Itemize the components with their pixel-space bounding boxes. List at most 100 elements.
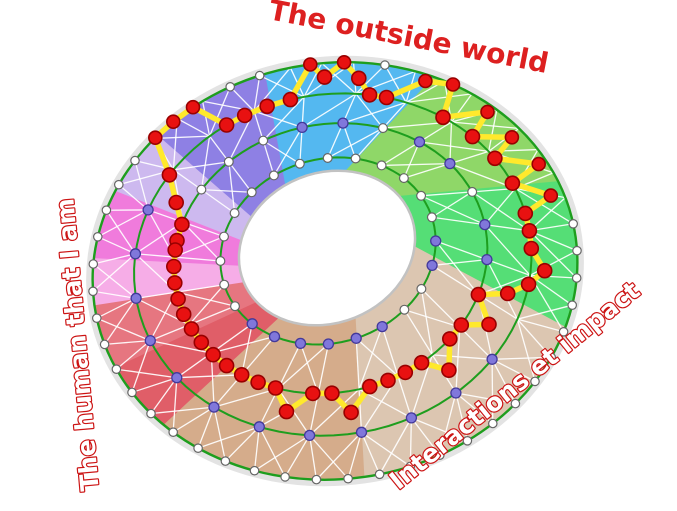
node-empty xyxy=(378,123,389,134)
node-score-red xyxy=(441,362,457,379)
node-score-red xyxy=(531,156,547,172)
node-score-red xyxy=(361,378,378,395)
node-outer xyxy=(254,70,265,81)
node-outer xyxy=(93,232,103,242)
node-score-red xyxy=(453,317,470,333)
node-outer xyxy=(193,443,203,453)
node-empty xyxy=(219,279,230,290)
node-outer xyxy=(220,456,231,466)
node-outer xyxy=(462,435,473,446)
triangulation-lines xyxy=(92,61,578,481)
node-empty xyxy=(230,301,241,312)
node-milestone xyxy=(303,429,316,442)
node-score-red xyxy=(504,130,520,145)
node-score-red xyxy=(218,357,235,374)
node-empty xyxy=(294,158,305,169)
node-outer xyxy=(343,473,353,484)
node-empty xyxy=(229,208,240,219)
donut-hole xyxy=(237,169,417,327)
node-score-red xyxy=(233,366,250,383)
node-outer xyxy=(405,461,416,472)
node-score-red xyxy=(378,89,395,106)
node-score-red xyxy=(167,242,183,258)
node-score-red xyxy=(302,57,318,72)
node-empty xyxy=(467,186,478,197)
node-milestone xyxy=(129,248,142,260)
node-score-red xyxy=(470,286,487,303)
node-milestone xyxy=(142,204,154,216)
node-score-red xyxy=(464,128,481,145)
node-score-red xyxy=(236,107,253,124)
node-score-red xyxy=(487,150,503,167)
node-score-red xyxy=(499,285,516,302)
node-empty xyxy=(219,231,230,242)
node-milestone xyxy=(208,401,220,413)
node-score-red xyxy=(380,372,396,389)
node-outer xyxy=(530,376,540,387)
node-empty xyxy=(376,160,387,171)
node-empty xyxy=(399,304,410,315)
node-milestone xyxy=(405,412,418,424)
node-score-red xyxy=(435,109,451,126)
node-score-red xyxy=(536,262,553,279)
node-score-red xyxy=(304,385,321,402)
node-empty xyxy=(322,153,333,164)
node-score-red xyxy=(278,403,295,420)
node-empty xyxy=(215,256,226,267)
node-empty xyxy=(196,184,207,195)
node-score-red xyxy=(324,385,340,402)
node-empty xyxy=(416,190,427,201)
node-outer xyxy=(101,205,112,215)
node-score-red xyxy=(205,346,221,363)
node-outer xyxy=(571,273,582,283)
node-milestone xyxy=(413,136,426,148)
node-milestone xyxy=(246,318,258,330)
node-outer xyxy=(558,326,569,337)
node-score-red xyxy=(170,291,186,307)
node-score-red xyxy=(397,364,414,381)
node-score-red xyxy=(350,70,367,87)
node-milestone xyxy=(430,235,442,247)
node-score-red xyxy=(523,240,540,257)
node-score-red xyxy=(343,404,359,421)
node-milestone xyxy=(337,117,349,129)
donut-hole-layer xyxy=(237,169,417,327)
node-score-red xyxy=(183,321,200,337)
node-outer xyxy=(114,179,124,190)
node-empty xyxy=(416,283,427,294)
node-outer xyxy=(510,398,521,409)
node-outer xyxy=(130,155,140,166)
node-score-red xyxy=(218,117,235,133)
node-outer xyxy=(168,427,178,437)
node-outer xyxy=(546,352,556,363)
node-score-red xyxy=(361,87,378,103)
node-empty xyxy=(268,170,279,181)
node-score-red xyxy=(185,99,201,115)
node-milestone xyxy=(486,353,498,365)
node-outer xyxy=(311,474,322,485)
node-outer xyxy=(280,472,290,482)
node-outer xyxy=(99,339,110,350)
node-milestone xyxy=(268,330,281,343)
node-score-red xyxy=(481,316,497,333)
node-empty xyxy=(246,187,257,198)
node-score-red xyxy=(167,275,183,291)
node-outer xyxy=(111,364,122,374)
node-score-red xyxy=(161,167,178,183)
node-score-red xyxy=(445,77,461,92)
node-milestone xyxy=(350,332,362,344)
node-milestone xyxy=(171,372,183,384)
node-score-red xyxy=(543,188,559,203)
node-milestone xyxy=(444,157,456,170)
node-score-red xyxy=(166,258,182,275)
nodes-layer xyxy=(88,54,582,485)
node-score-red xyxy=(517,205,534,222)
grid-lines-layer xyxy=(92,61,578,481)
node-score-red xyxy=(520,276,537,293)
node-milestone xyxy=(144,334,156,347)
node-score-red xyxy=(166,114,181,129)
node-score-red xyxy=(259,98,275,115)
node-score-red xyxy=(175,306,192,323)
node-empty xyxy=(426,212,437,223)
